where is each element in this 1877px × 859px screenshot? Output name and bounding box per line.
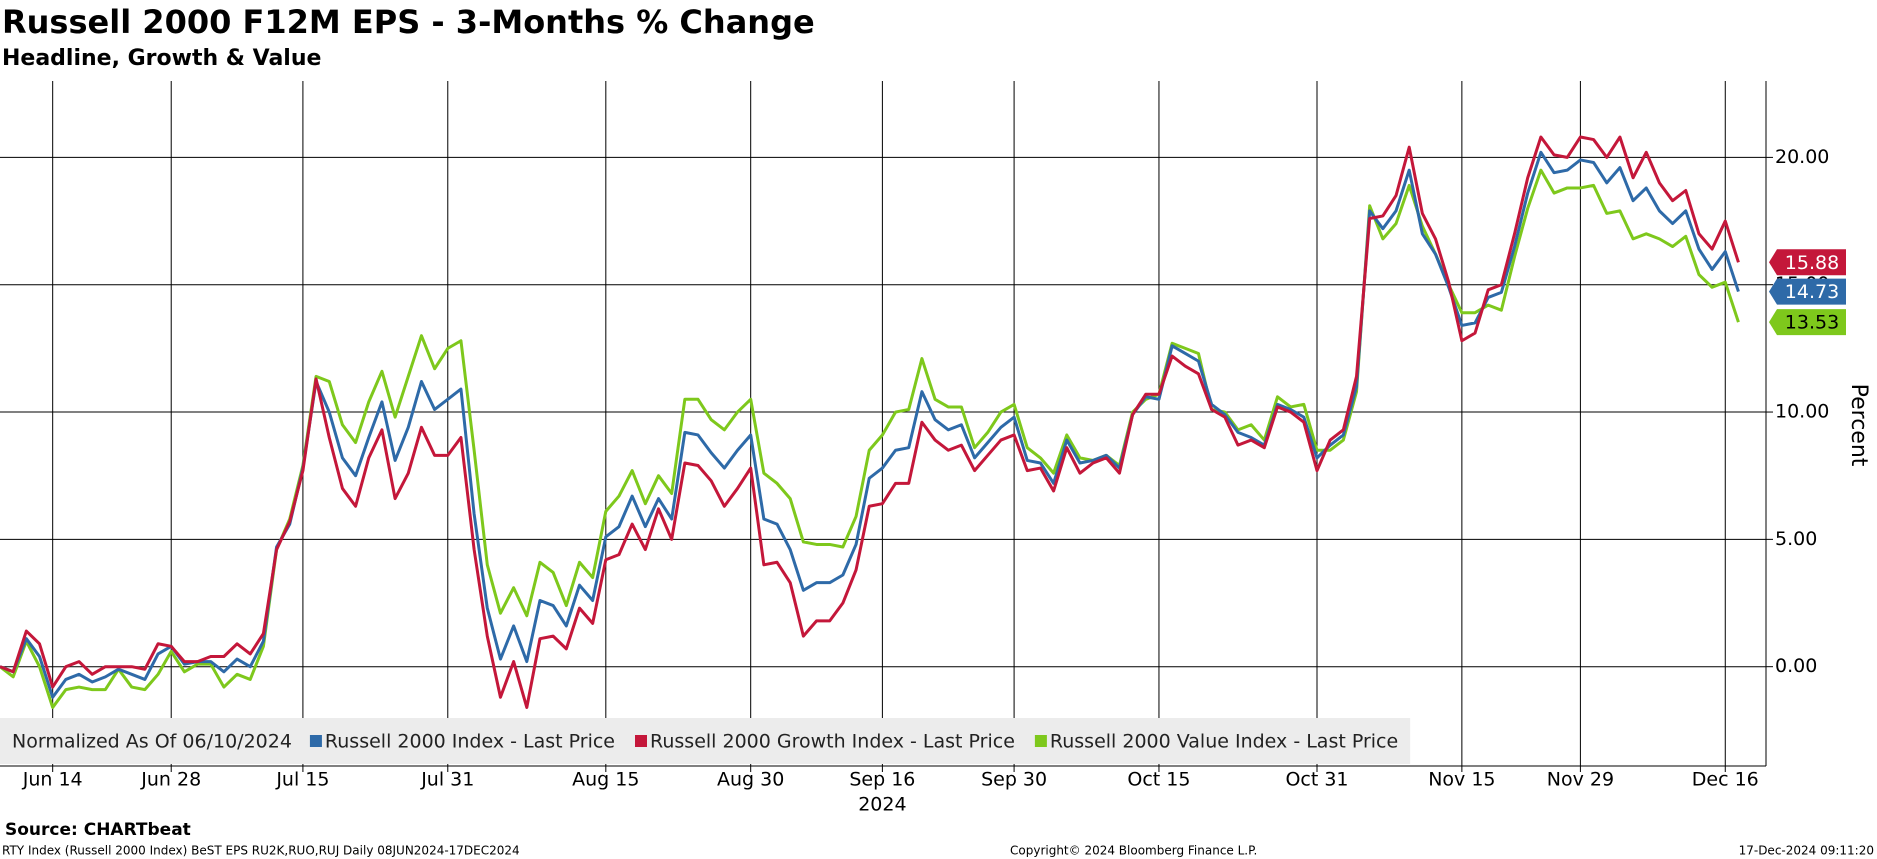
y-tick-label: 20.00 bbox=[1775, 146, 1829, 168]
y-axis-label: Percent bbox=[1846, 384, 1871, 467]
x-tick-label: Nov 29 bbox=[1547, 769, 1614, 791]
footnote: RTY Index (Russell 2000 Index) BeST EPS … bbox=[2, 844, 520, 858]
x-tick-label: Sep 30 bbox=[981, 769, 1047, 791]
y-tick-label: 10.00 bbox=[1775, 401, 1829, 423]
timestamp: 17-Dec-2024 09:11:20 bbox=[1739, 844, 1874, 858]
legend-title: Normalized As Of 06/10/2024 bbox=[12, 731, 292, 753]
y-tick-label: 0.00 bbox=[1775, 655, 1817, 677]
x-tick-label: Aug 30 bbox=[717, 769, 784, 791]
x-tick-label: Oct 31 bbox=[1285, 769, 1348, 791]
last-value-tag: 14.73 bbox=[1769, 278, 1846, 305]
copyright: Copyright© 2024 Bloomberg Finance L.P. bbox=[1010, 844, 1257, 858]
legend-swatch bbox=[309, 735, 322, 747]
last-value-tag: 15.88 bbox=[1769, 249, 1846, 276]
last-value-label: 15.88 bbox=[1785, 252, 1839, 274]
last-value-box bbox=[1769, 249, 1846, 276]
x-year-label: 2024 bbox=[858, 794, 906, 816]
last-value-label: 14.73 bbox=[1785, 281, 1839, 303]
legend-label: Russell 2000 Index - Last Price bbox=[325, 731, 615, 753]
chart-subtitle: Headline, Growth & Value bbox=[2, 46, 321, 71]
y-tick-label: 5.00 bbox=[1775, 528, 1817, 550]
chart-title: Russell 2000 F12M EPS - 3-Months % Chang… bbox=[2, 3, 815, 41]
series-line bbox=[0, 135, 1740, 709]
x-tick-label: Jun 28 bbox=[140, 769, 201, 791]
x-tick-label: Oct 15 bbox=[1127, 769, 1190, 791]
x-tick-label: Nov 15 bbox=[1428, 769, 1495, 791]
source: Source: CHARTbeat bbox=[5, 820, 191, 840]
x-tick-label: Jul 15 bbox=[275, 769, 329, 791]
x-tick-label: Sep 16 bbox=[849, 769, 915, 791]
x-tick-label: Jul 31 bbox=[420, 769, 474, 791]
last-value-box bbox=[1769, 309, 1846, 336]
legend-swatch bbox=[1034, 735, 1047, 747]
legend-label: Russell 2000 Growth Index - Last Price bbox=[650, 731, 1015, 753]
legend-label: Russell 2000 Value Index - Last Price bbox=[1050, 731, 1398, 753]
x-tick-label: Dec 16 bbox=[1692, 769, 1759, 791]
last-value-box bbox=[1769, 278, 1846, 305]
legend-swatch bbox=[635, 735, 647, 747]
last-value-label: 13.53 bbox=[1785, 312, 1839, 334]
last-value-tag: 13.53 bbox=[1769, 309, 1846, 336]
legend: Normalized As Of 06/10/2024 Russell 2000 … bbox=[0, 718, 1411, 764]
x-tick-label: Jun 14 bbox=[22, 769, 83, 791]
x-tick-label: Aug 15 bbox=[572, 769, 639, 791]
legend-background bbox=[0, 718, 1411, 764]
